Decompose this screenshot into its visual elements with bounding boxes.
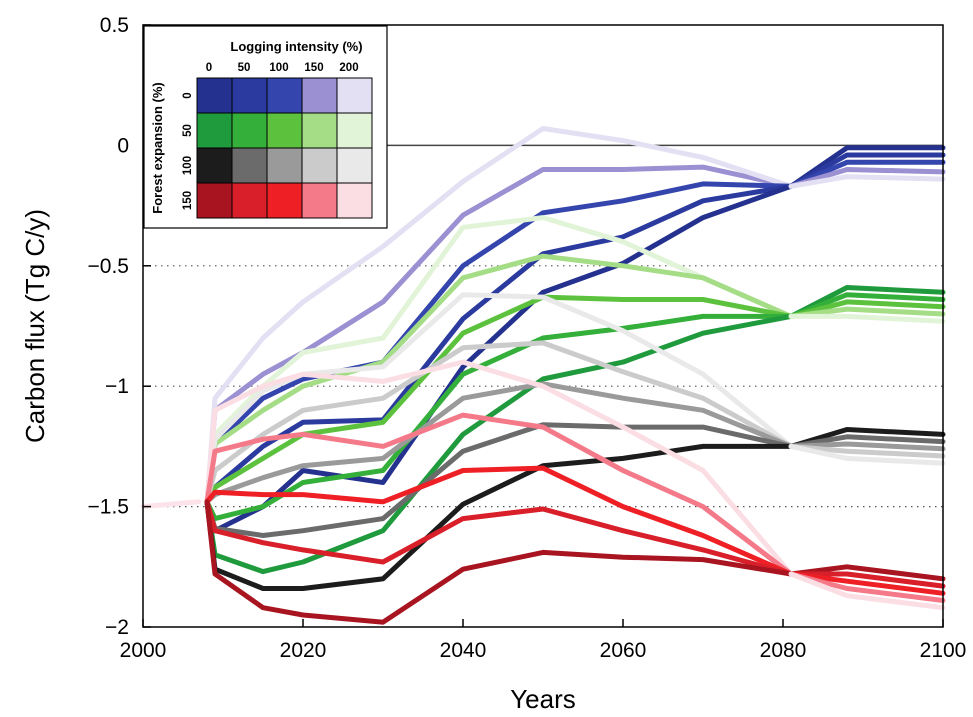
y-tick-label: 0.5 (100, 14, 129, 37)
legend-swatch (336, 77, 373, 114)
legend-row-label: 0 (182, 92, 194, 98)
series-line (204, 126, 794, 505)
legend-swatch (336, 147, 373, 184)
series-line (204, 292, 794, 505)
legend-swatch (196, 182, 233, 219)
x-tick-label: 2000 (120, 639, 167, 662)
historical-series-line (140, 499, 202, 510)
legend-row-title: Forest expansion (%) (150, 82, 165, 213)
series-line (204, 499, 794, 577)
y-tick-label: −2 (105, 616, 129, 639)
series-line (204, 313, 794, 522)
legend-swatch (196, 147, 233, 184)
legend-column-label: 50 (238, 62, 251, 74)
legend-column-label: 100 (269, 62, 288, 74)
legend-swatch (196, 77, 233, 114)
x-tick-label: 2080 (760, 639, 807, 662)
x-axis-title: Years (510, 684, 576, 714)
legend-swatch (301, 112, 338, 149)
series-line (204, 164, 794, 505)
series-line (204, 412, 794, 577)
legend-swatch (231, 182, 268, 219)
y-tick-label: −1.5 (88, 496, 129, 519)
series-line (204, 181, 794, 505)
series-lines (140, 126, 946, 625)
legend-swatch (266, 182, 303, 219)
series-line (788, 313, 946, 324)
y-axis-ticks: 0.5 0 −0.5 −1 −1.5 −2 (88, 14, 151, 639)
series-line (204, 359, 794, 577)
y-tick-label: 0 (117, 134, 129, 157)
y-tick-label: −1 (105, 375, 129, 398)
legend-swatch (231, 112, 268, 149)
legend-swatch (266, 112, 303, 149)
series-line (788, 174, 946, 189)
legend-row-label: 150 (182, 191, 194, 210)
series-line (204, 381, 794, 505)
series-line (204, 215, 794, 505)
legend-swatch (301, 147, 338, 184)
y-axis-title: Carbon flux (Tg C/y) (20, 209, 50, 443)
x-tick-label: 2040 (440, 639, 487, 662)
legend-swatch (231, 77, 268, 114)
x-tick-label: 2020 (280, 639, 327, 662)
legend-swatch (196, 112, 233, 149)
legend-row-label: 50 (182, 124, 194, 137)
legend-column-label: 150 (304, 62, 323, 74)
x-axis-ticks: 2000 2020 2040 2060 2080 2100 (120, 619, 967, 662)
legend-swatch (336, 112, 373, 149)
series-line (204, 253, 794, 505)
series-line (204, 294, 794, 505)
legend-title: Logging intensity (%) (230, 39, 362, 54)
x-tick-label: 2060 (600, 639, 647, 662)
legend-swatch (266, 77, 303, 114)
series-line (204, 465, 794, 577)
series-line (788, 571, 946, 611)
legend-swatch (301, 77, 338, 114)
legend: Logging intensity (%) Forest expansion (… (143, 25, 388, 229)
legend-column-label: 200 (339, 62, 358, 74)
series-line (204, 499, 794, 625)
legend-swatch (266, 147, 303, 184)
y-tick-label: −0.5 (88, 255, 129, 278)
x-tick-label: 2100 (920, 639, 967, 662)
legend-swatch (231, 147, 268, 184)
legend-color-grid: 0 50 100 150 200 0 50 100 150 (182, 62, 373, 219)
legend-row-label: 100 (182, 156, 194, 175)
legend-swatch (301, 182, 338, 219)
legend-column-label: 0 (206, 62, 212, 74)
plot-frame (142, 24, 944, 628)
legend-swatch (336, 182, 373, 219)
series-line (788, 443, 946, 466)
